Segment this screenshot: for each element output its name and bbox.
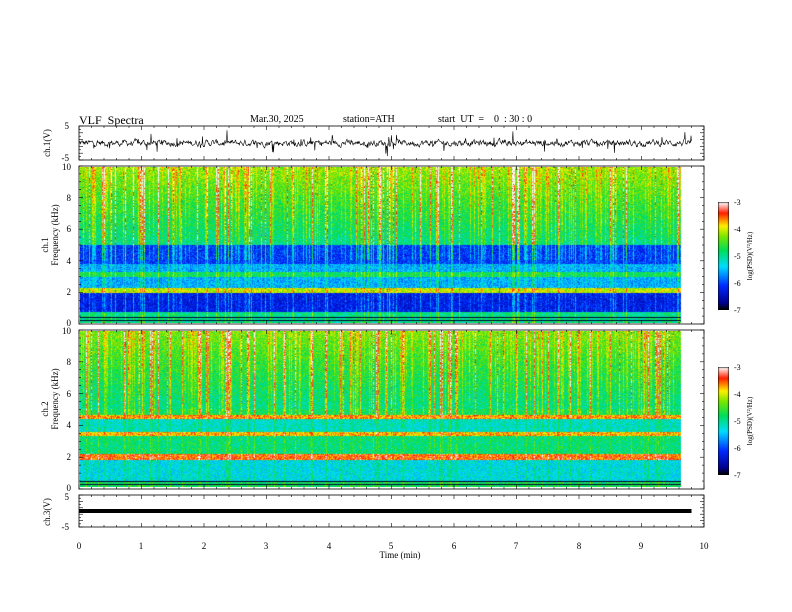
- ch1-spec-ytick-8: 8: [67, 193, 72, 203]
- ch1-waveform-ytick-top: 5: [65, 121, 70, 131]
- x-tick-8: 8: [577, 541, 582, 551]
- ch2-spec-ytick-0: 0: [67, 483, 72, 493]
- ch2-colorbar-tick-m4: -4: [734, 390, 741, 399]
- x-tick-2: 2: [202, 541, 207, 551]
- ch2-spec-ytick-2: 2: [67, 452, 72, 462]
- station-label: station=ATH: [343, 114, 395, 125]
- ch2-spec-ytick-4: 4: [67, 420, 72, 430]
- ch1-spec-ylabel-line2: Frequency (kHz): [50, 204, 60, 265]
- ch1-colorbar-tick-m7: -7: [734, 306, 741, 315]
- ch2-colorbar-label: log(PSD)(V²/Hz): [746, 396, 754, 445]
- date-label: Mar.30, 2025: [250, 114, 304, 125]
- x-axis-label: Time (min): [380, 550, 421, 560]
- ch1-spec-ytick-0: 0: [67, 318, 72, 328]
- ch1-spec-ytick-2: 2: [67, 287, 72, 297]
- ch3-waveform-ytick-top: 5: [65, 492, 70, 502]
- ch1-spec-ytick-10: 10: [62, 162, 72, 172]
- ch2-spec-ytick-8: 8: [67, 357, 72, 367]
- ch2-colorbar-tick-m7: -7: [734, 471, 741, 480]
- ch1-waveform-ylabel: ch.1(V): [42, 129, 52, 157]
- x-tick-4: 4: [327, 541, 332, 551]
- ch1-waveform-ytick-bottom: -5: [62, 153, 70, 163]
- figure-title: VLF Spectra: [79, 113, 144, 127]
- x-tick-10: 10: [700, 541, 710, 551]
- ch1-colorbar-tick-m3: -3: [734, 198, 741, 207]
- ch1-waveform-trace: [78, 130, 692, 157]
- ch2-colorbar-tick-m5: -5: [734, 417, 741, 426]
- ch2-colorbar-tick-m3: -3: [734, 363, 741, 372]
- ch1-spec-ylabel-line1: ch.1: [40, 237, 50, 252]
- ch1-spec-ytick-6: 6: [67, 224, 72, 234]
- x-tick-0: 0: [77, 541, 82, 551]
- ch1-colorbar-tick-m4: -4: [734, 225, 741, 234]
- ch1-spec-ytick-4: 4: [67, 256, 72, 266]
- ch1-colorbar-tick-m6: -6: [734, 279, 741, 288]
- x-tick-9: 9: [639, 541, 644, 551]
- ch2-spec-ylabel-line2: Frequency (kHz): [50, 368, 60, 429]
- ch1-colorbar-tick-m5: -5: [734, 252, 741, 261]
- ch3-waveform-ytick-bottom: -5: [62, 522, 70, 532]
- ch3-waveform-ylabel: ch.3(V): [42, 498, 52, 526]
- x-tick-7: 7: [514, 541, 519, 551]
- ch2-spec-ytick-10: 10: [62, 326, 72, 336]
- start-time-label: start UT = 0 : 30 : 0: [438, 114, 533, 125]
- x-tick-6: 6: [452, 541, 457, 551]
- x-tick-5: 5: [389, 541, 394, 551]
- ch2-spec-ylabel-line1: ch.2: [40, 401, 50, 416]
- ch2-colorbar-tick-m6: -6: [734, 444, 741, 453]
- ch1-colorbar-label: log(PSD)(V²/Hz): [746, 231, 754, 280]
- ch2-spec-ytick-6: 6: [67, 389, 72, 399]
- ch1wave-frame: [78, 125, 705, 161]
- ch2spec-frame: [78, 329, 705, 490]
- ch1-colorbar-image: [718, 202, 729, 310]
- x-tick-3: 3: [264, 541, 269, 551]
- ch1spec-frame: [78, 165, 705, 325]
- ch2-spectrogram-image: [80, 331, 693, 487]
- ch1-spectrogram-image: [80, 167, 693, 323]
- x-tick-1: 1: [139, 541, 144, 551]
- ch2-colorbar-image: [718, 367, 729, 475]
